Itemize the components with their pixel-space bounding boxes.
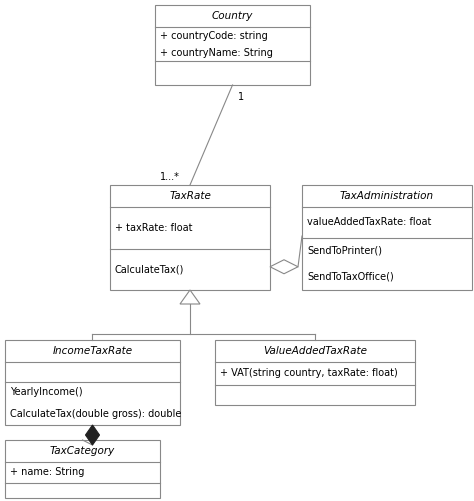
Text: + countryCode: string: + countryCode: string xyxy=(160,31,268,41)
Text: 1...*: 1...* xyxy=(160,172,180,182)
Text: + VAT(string country, taxRate: float): + VAT(string country, taxRate: float) xyxy=(220,368,398,378)
Bar xyxy=(155,5,310,85)
Text: CalculateTax(double gross): double: CalculateTax(double gross): double xyxy=(10,409,182,419)
Text: YearlyIncome(): YearlyIncome() xyxy=(10,387,82,397)
Bar xyxy=(110,185,270,290)
Text: CalculateTax(): CalculateTax() xyxy=(115,264,184,274)
Text: SendToTaxOffice(): SendToTaxOffice() xyxy=(307,272,394,282)
Text: valueAddedTaxRate: float: valueAddedTaxRate: float xyxy=(307,217,431,227)
Text: + countryName: String: + countryName: String xyxy=(160,48,273,58)
Bar xyxy=(5,440,160,498)
Bar xyxy=(302,185,472,290)
Polygon shape xyxy=(85,425,100,445)
Text: Country: Country xyxy=(212,11,253,21)
Text: TaxAdministration: TaxAdministration xyxy=(340,191,434,201)
Text: + taxRate: float: + taxRate: float xyxy=(115,223,192,233)
Polygon shape xyxy=(270,260,298,274)
Polygon shape xyxy=(180,290,200,304)
Text: + name: String: + name: String xyxy=(10,467,84,477)
Text: TaxCategory: TaxCategory xyxy=(50,446,115,456)
Text: SendToPrinter(): SendToPrinter() xyxy=(307,246,382,256)
Text: TaxRate: TaxRate xyxy=(169,191,211,201)
Bar xyxy=(215,340,415,405)
Bar xyxy=(5,340,180,425)
Text: ValueAddedTaxRate: ValueAddedTaxRate xyxy=(263,346,367,356)
Text: 1: 1 xyxy=(237,92,244,102)
Text: IncomeTaxRate: IncomeTaxRate xyxy=(53,346,133,356)
